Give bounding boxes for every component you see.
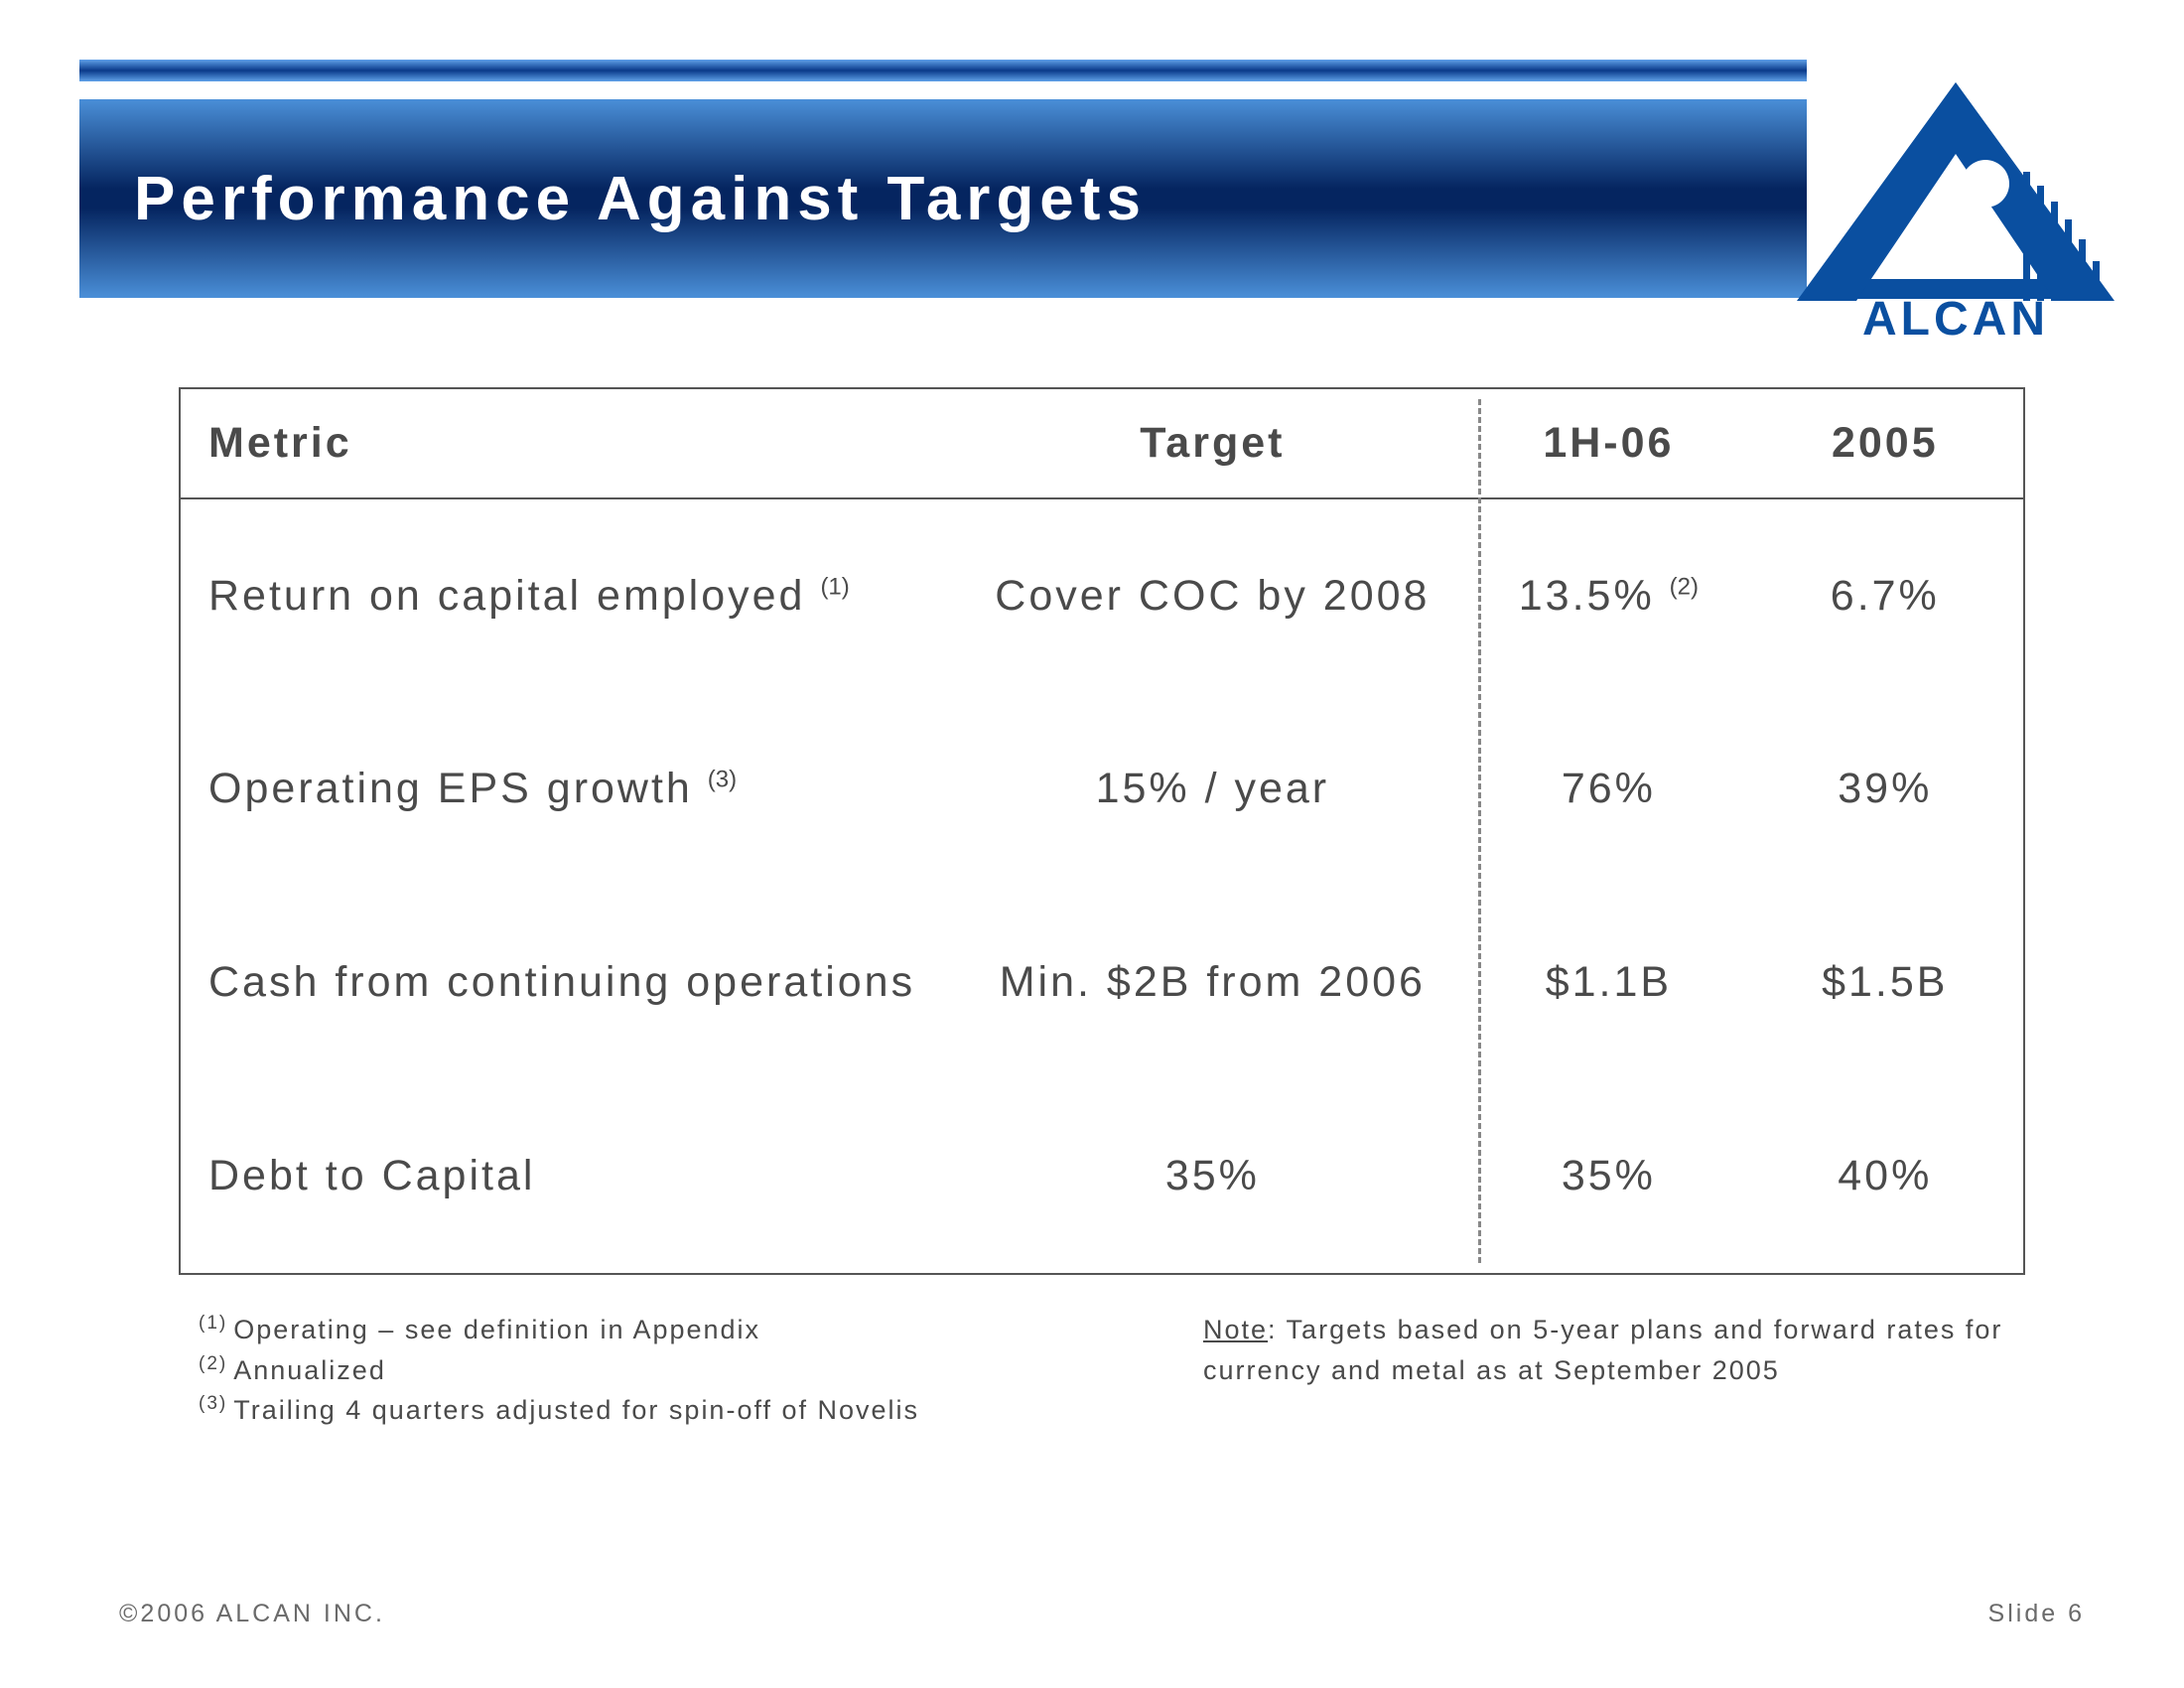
table-row: Return on capital employed (1) Cover COC… [181,498,2023,692]
note-label: Note [1203,1315,1268,1344]
metric-cell: Operating EPS growth (3) [181,692,955,886]
slide-footer: ©2006 ALCAN INC. Slide 6 [119,1600,2085,1628]
y2005-cell: 6.7% [1747,498,2023,692]
table-header-row: Metric Target 1H-06 2005 [181,389,2023,498]
table-row: Operating EPS growth (3) 15% / year 76% … [181,692,2023,886]
footnote-line: (3)Trailing 4 quarters adjusted for spin… [199,1390,1075,1431]
metric-cell: Debt to Capital [181,1079,955,1273]
target-cell: Min. $2B from 2006 [955,886,1471,1079]
target-cell: 15% / year [955,692,1471,886]
y2005-cell: 40% [1747,1079,2023,1273]
table-row: Cash from continuing operations Min. $2B… [181,886,2023,1079]
y2005-cell: $1.5B [1747,886,2023,1079]
y2005-cell: 39% [1747,692,2023,886]
copyright: ©2006 ALCAN INC. [119,1600,385,1628]
alcan-logo: ALCAN [1787,74,2124,352]
slide: Performance Against Targets ALCAN [0,0,2184,1688]
metric-cell: Return on capital employed (1) [181,498,955,692]
h06-cell: $1.1B [1470,886,1746,1079]
target-cell: 35% [955,1079,1471,1273]
slide-number: Slide 6 [1988,1600,2085,1628]
footnote-line: (2)Annualized [199,1350,1075,1391]
metric-cell: Cash from continuing operations [181,886,955,1079]
header-target: Target [955,389,1471,498]
h06-cell: 13.5% (2) [1470,498,1746,692]
h06-cell: 76% [1470,692,1746,886]
h06-cell: 35% [1470,1079,1746,1273]
title-bar: Performance Against Targets [79,99,1807,298]
footnotes: (1)Operating – see definition in Appendi… [199,1310,2025,1431]
vertical-divider [1478,399,1481,1263]
footnotes-right: Note: Targets based on 5-year plans and … [1203,1310,2025,1431]
footnotes-left: (1)Operating – see definition in Appendi… [199,1310,1075,1431]
slide-title: Performance Against Targets [134,164,1147,234]
logo-text: ALCAN [1862,293,2049,346]
table-row: Debt to Capital 35% 35% 40% [181,1079,2023,1273]
footnote-line: (1)Operating – see definition in Appendi… [199,1310,1075,1350]
metrics-table: Metric Target 1H-06 2005 Return on capit… [179,387,2025,1275]
note-text: : Targets based on 5-year plans and forw… [1203,1315,2002,1385]
header-metric: Metric [181,389,955,498]
header-1h06: 1H-06 [1470,389,1746,498]
header-2005: 2005 [1747,389,2023,498]
target-cell: Cover COC by 2008 [955,498,1471,692]
